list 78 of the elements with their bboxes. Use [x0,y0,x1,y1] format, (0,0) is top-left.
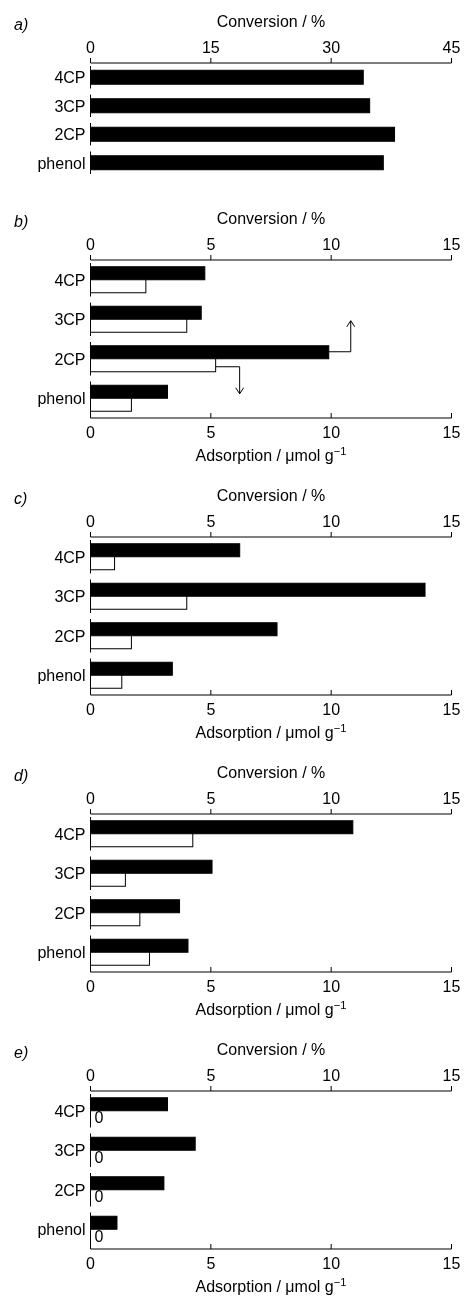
chart-title: a) [14,16,29,33]
x-tick-label: 15 [442,701,461,718]
x2-tick-label: 0 [86,790,96,807]
y-tick-label: phenol [37,1221,86,1239]
x2-tick-label: 10 [322,790,341,807]
x-tick-label: 5 [206,1255,216,1272]
x-tick-label: 5 [206,701,216,718]
bar [90,126,396,142]
data-label: 0 [94,1109,104,1127]
y-tick-label: phenol [37,944,86,962]
x2-tick-label: 0 [86,39,96,56]
x-axis-title: Adsorption / μmol g$^{−1}$ [195,1276,347,1295]
y-tick-label: 3CP [54,865,86,883]
bar [90,69,364,85]
y-tick-label: 3CP [54,97,86,115]
x2-tick-label: 5 [206,790,216,807]
x2-axis-title: Conversion / % [216,13,326,30]
x2-tick-label: 0 [86,1067,96,1084]
x2-axis-title: Conversion / % [216,1041,326,1058]
y-tick-label: phenol [37,390,86,408]
x2-tick-label: 15 [442,236,461,253]
x2-axis-title: Conversion / % [216,487,326,504]
y-tick-label: 4CP [54,1102,86,1120]
x-tick-label: 15 [442,978,461,995]
bar [90,155,384,171]
x2-tick-label: 0 [86,236,96,253]
y-tick-label: 3CP [54,311,86,329]
x-tick-label: 15 [442,424,461,441]
x-tick-label: 5 [206,424,216,441]
x2-tick-label: 10 [322,236,341,253]
y-tick-label: 2CP [54,627,86,645]
x-tick-label: 0 [86,701,96,718]
x2-tick-label: 10 [322,1067,341,1084]
y-tick-label: 4CP [54,825,86,843]
x2-tick-label: 15 [201,39,220,56]
x-tick-label: 0 [86,978,96,995]
y-tick-label: 2CP [54,904,86,922]
chart-title: e) [14,1044,29,1061]
y-tick-label: 4CP [54,69,86,87]
x-tick-label: 10 [322,701,341,718]
data-label: 0 [94,1148,104,1166]
x-tick-label: 10 [322,424,341,441]
x2-tick-label: 10 [322,513,341,530]
x-tick-label: 10 [322,1255,341,1272]
chart-title: d) [14,767,29,784]
x2-axis-title: Conversion / % [216,210,326,227]
x-tick-label: 0 [86,1255,96,1272]
y-tick-label: 3CP [54,588,86,606]
x2-tick-label: 0 [86,513,96,530]
x-axis-title: Adsorption / μmol g$^{−1}$ [195,722,347,741]
chart-title: c) [14,490,28,507]
y-tick-label: 2CP [54,126,86,144]
x2-tick-label: 45 [442,39,461,56]
x2-tick-label: 30 [322,39,341,56]
x-tick-label: 15 [442,1255,461,1272]
x2-tick-label: 15 [442,1067,461,1084]
y-tick-label: phenol [37,154,86,172]
y-tick-label: 2CP [54,350,86,368]
x2-tick-label: 15 [442,513,461,530]
x2-tick-label: 5 [206,1067,216,1084]
x2-tick-label: 5 [206,513,216,530]
y-tick-label: 4CP [54,271,86,289]
bar [90,98,371,114]
x-tick-label: 5 [206,978,216,995]
y-tick-label: 3CP [54,1142,86,1160]
data-label: 0 [94,1188,104,1206]
y-tick-label: 2CP [54,1181,86,1199]
x-axis-title: Adsorption / μmol g$^{−1}$ [195,445,347,464]
y-tick-label: 4CP [54,548,86,566]
x2-axis-title: Conversion / % [216,764,326,781]
x-axis-title: Adsorption / μmol g$^{−1}$ [195,999,347,1018]
x-tick-label: 10 [322,978,341,995]
data-label: 0 [94,1227,104,1245]
x2-tick-label: 5 [206,236,216,253]
y-tick-label: phenol [37,667,86,685]
x-tick-label: 0 [86,424,96,441]
x2-tick-label: 15 [442,790,461,807]
chart-title: b) [14,213,29,230]
